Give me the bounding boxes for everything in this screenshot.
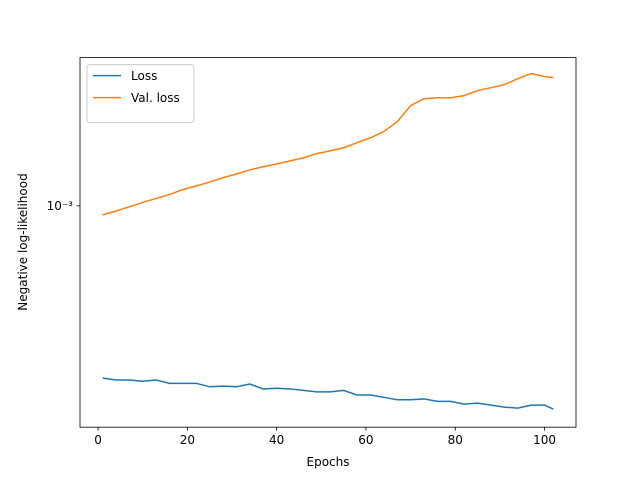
axes-frame bbox=[79, 57, 577, 428]
x-tick-label: 20 bbox=[180, 433, 195, 447]
legend-box bbox=[86, 64, 195, 124]
y-tick-label: 10⁻³ bbox=[47, 199, 74, 213]
x-axis-label: Epochs bbox=[307, 455, 350, 469]
x-tick-label: 80 bbox=[448, 433, 463, 447]
series-line bbox=[102, 72, 554, 216]
series-line bbox=[102, 377, 554, 410]
x-tick-label: 100 bbox=[533, 433, 556, 447]
x-tick-label: 0 bbox=[94, 433, 102, 447]
x-tick-label: 40 bbox=[269, 433, 284, 447]
y-axis-label: Negative log-likelihood bbox=[16, 173, 30, 310]
x-tick-label: 60 bbox=[358, 433, 373, 447]
legend-label: Val. loss bbox=[131, 91, 180, 105]
legend-label: Loss bbox=[131, 69, 157, 83]
